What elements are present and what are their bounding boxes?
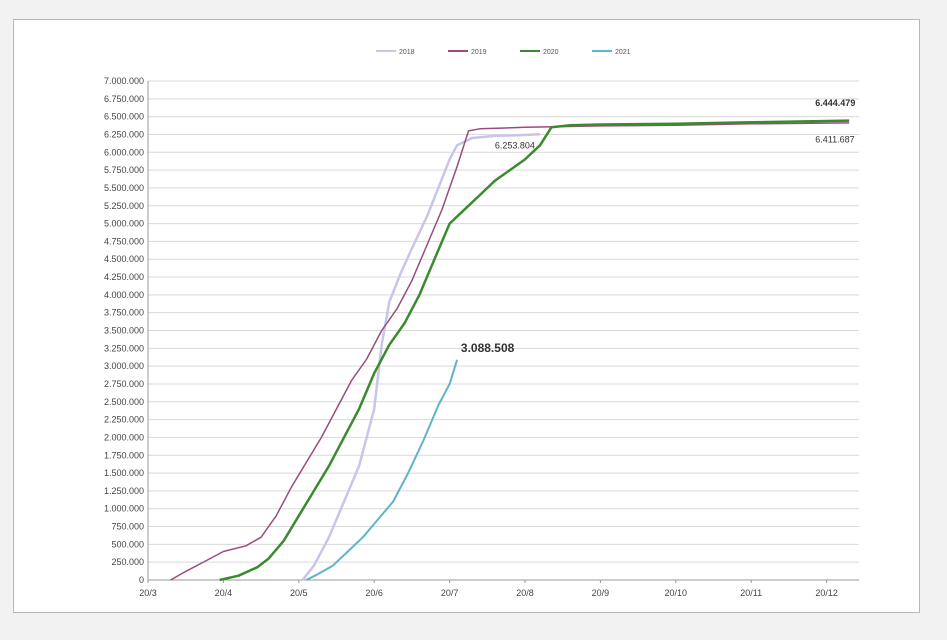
x-tick-label: 20/3	[139, 588, 157, 598]
y-tick-label: 3.750.000	[104, 308, 144, 318]
y-tick-label: 500.000	[111, 539, 144, 549]
y-tick-label: 2.250.000	[104, 415, 144, 425]
x-tick-label: 20/4	[215, 588, 233, 598]
y-tick-label: 3.250.000	[104, 343, 144, 353]
y-tick-label: 1.000.000	[104, 504, 144, 514]
series-line-2018	[301, 132, 541, 581]
series-line-2020	[219, 119, 850, 582]
x-tick-label: 20/8	[516, 588, 534, 598]
y-tick-label: 0	[139, 575, 144, 585]
legend-label-2020: 2020	[543, 49, 559, 56]
series-line-2019	[170, 122, 850, 581]
y-tick-label: 4.250.000	[104, 272, 144, 282]
y-tick-label: 1.250.000	[104, 486, 144, 496]
gridlines	[147, 80, 859, 581]
data-label: 6.253.804	[495, 141, 535, 151]
data-label: 6.444.479	[815, 98, 855, 108]
y-tick-label: 2.000.000	[104, 432, 144, 442]
y-tick-label: 3.500.000	[104, 326, 144, 336]
legend-label-2021: 2021	[615, 49, 631, 56]
y-tick-label: 2.750.000	[104, 379, 144, 389]
x-tick-label: 20/6	[365, 588, 383, 598]
x-tick-label: 20/11	[740, 588, 762, 598]
y-tick-label: 5.000.000	[104, 219, 144, 229]
y-tick-label: 6.250.000	[104, 129, 144, 139]
y-tick-label: 250.000	[111, 557, 144, 567]
y-tick-label: 6.750.000	[104, 94, 144, 104]
x-tick-label: 20/7	[441, 588, 459, 598]
line-chart: 0 250.000 500.000 750.000 1.000.000 1.250.000…	[104, 49, 859, 598]
y-tick-label: 4.500.000	[104, 254, 144, 264]
x-tick-label: 20/5	[290, 588, 308, 598]
y-tick-label: 3.000.000	[104, 361, 144, 371]
y-tick-label: 5.250.000	[104, 201, 144, 211]
data-label: 6.411.687	[815, 134, 854, 144]
series-lines	[170, 119, 850, 582]
y-tick-label: 6.000.000	[104, 147, 144, 157]
x-axis-ticks: 20/3 20/4 20/5 20/6 20/7 20/8 20/9 20/10 20/11 20…	[139, 580, 838, 598]
legend: 2018 2019 2020 2021	[376, 49, 631, 56]
y-tick-label: 2.500.000	[104, 397, 144, 407]
y-tick-label: 7.000.000	[104, 76, 144, 86]
legend-label-2018: 2018	[399, 49, 415, 56]
x-tick-label: 20/9	[592, 588, 610, 598]
y-axis-ticks: 0 250.000 500.000 750.000 1.000.000 1.250.000…	[104, 76, 144, 585]
y-tick-label: 6.500.000	[104, 112, 144, 122]
data-label: 3.088.508	[461, 341, 515, 355]
x-tick-label: 20/12	[815, 588, 838, 598]
legend-label-2019: 2019	[471, 49, 487, 56]
y-tick-label: 4.000.000	[104, 290, 144, 300]
x-tick-label: 20/10	[665, 588, 688, 598]
y-tick-label: 750.000	[111, 522, 144, 532]
y-tick-label: 4.750.000	[104, 236, 144, 246]
series-line-2021	[305, 359, 459, 581]
annotations: 6.253.804 6.444.479 6.411.687 3.088.508	[461, 98, 855, 355]
y-tick-label: 1.500.000	[104, 468, 144, 478]
y-tick-label: 5.500.000	[104, 183, 144, 193]
chart-frame: 0 250.000 500.000 750.000 1.000.000 1.250.000…	[13, 19, 920, 613]
y-tick-label: 5.750.000	[104, 165, 144, 175]
y-tick-label: 1.750.000	[104, 450, 144, 460]
